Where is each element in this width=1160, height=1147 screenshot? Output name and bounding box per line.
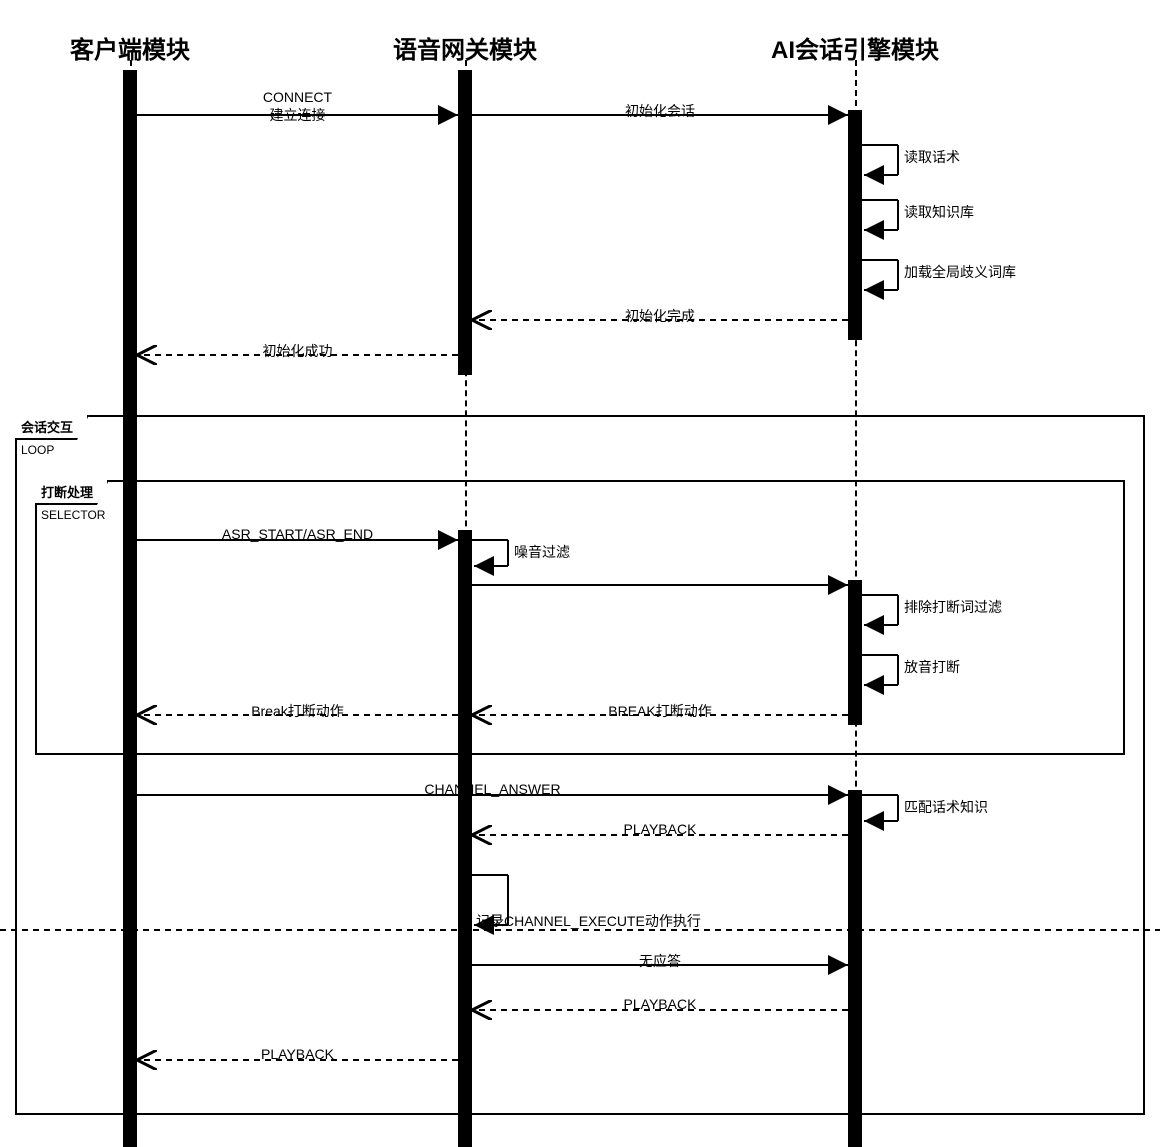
activation-ai-4 <box>848 580 862 725</box>
activation-client-0 <box>123 70 137 1147</box>
message-label-0: CONNECT 建立连接 <box>178 89 418 125</box>
self-message-label-7: 记录CHANNEL_EXECUTE动作执行 <box>476 911 701 931</box>
activation-ai-2 <box>848 110 862 340</box>
fragment-sublabel-0: LOOP <box>17 441 58 459</box>
message-label-10: 无应答 <box>540 951 780 971</box>
sequence-diagram: 客户端模块语音网关模块AI会话引擎模块会话交互LOOP打断处理SELECTORC… <box>0 0 1160 1147</box>
fragment-label-1: 打断处理 <box>35 480 109 505</box>
message-label-11: PLAYBACK <box>540 996 780 1012</box>
activation-ai-5 <box>848 790 862 1147</box>
message-label-4: ASR_START/ASR_END <box>178 526 418 542</box>
self-message-label-0: 读取话术 <box>904 147 960 167</box>
fragment-sublabel-1: SELECTOR <box>37 506 109 524</box>
self-message-label-5: 放音打断 <box>904 657 960 677</box>
activation-gateway-3 <box>458 530 472 1147</box>
message-label-2: 初始化完成 <box>540 306 780 326</box>
self-message-label-4: 排除打断词过滤 <box>904 597 1002 617</box>
self-message-label-3: 噪音过滤 <box>514 542 570 562</box>
message-label-6: BREAK打断动作 <box>540 701 780 721</box>
message-label-8: CHANNEL_ANSWER <box>373 781 613 797</box>
self-message-label-2: 加载全局歧义词库 <box>904 262 1016 282</box>
self-message-label-1: 读取知识库 <box>904 202 974 222</box>
message-label-1: 初始化会话 <box>540 101 780 121</box>
self-message-label-6: 匹配话术知识 <box>904 797 988 817</box>
message-label-7: Break打断动作 <box>178 701 418 721</box>
fragment-label-0: 会话交互 <box>15 415 89 440</box>
activation-gateway-1 <box>458 70 472 375</box>
message-label-12: PLAYBACK <box>178 1046 418 1062</box>
message-label-9: PLAYBACK <box>540 821 780 837</box>
message-label-3: 初始化成功 <box>178 341 418 361</box>
